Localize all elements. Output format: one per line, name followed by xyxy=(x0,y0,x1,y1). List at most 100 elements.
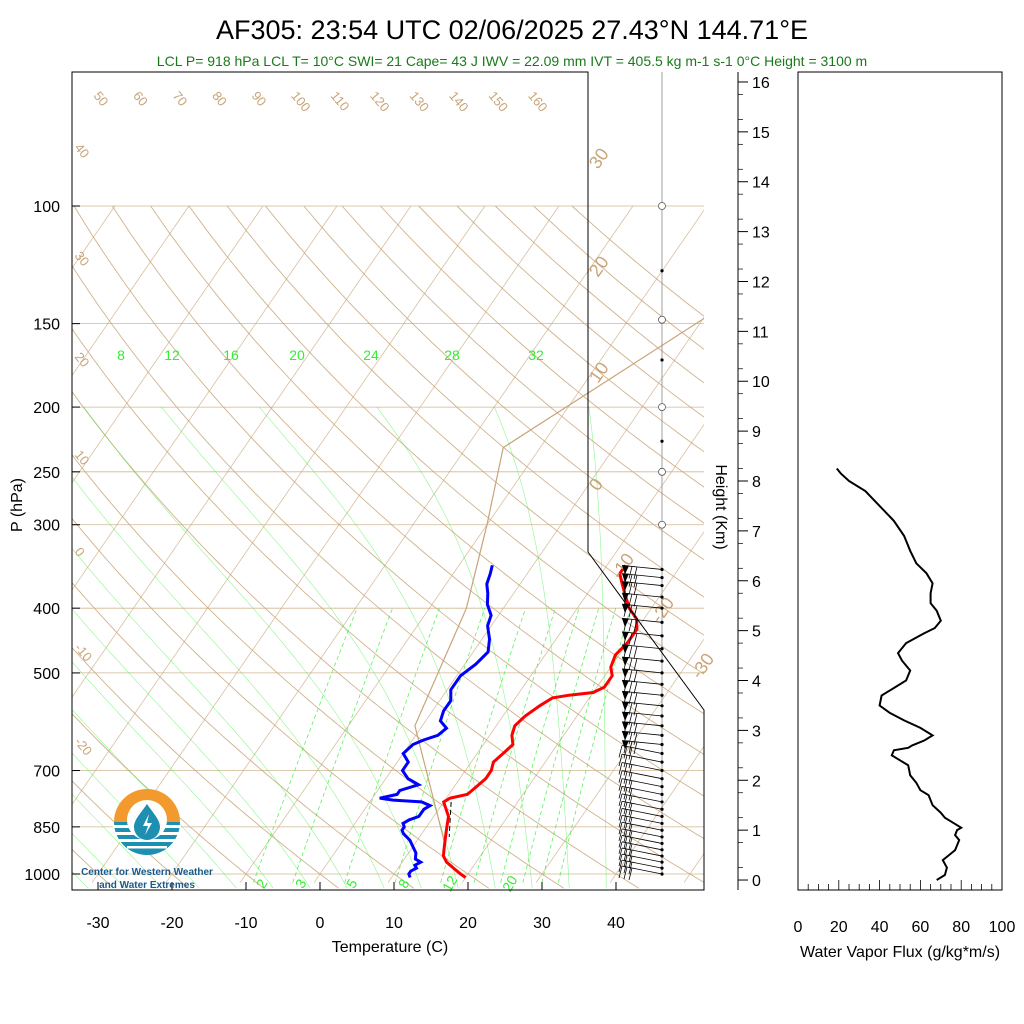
barb-dot xyxy=(660,576,664,580)
temperature-line xyxy=(441,564,639,879)
isotherm xyxy=(535,638,704,883)
barb-staff xyxy=(621,770,663,780)
dry-adiabat xyxy=(72,582,414,889)
barb-feather xyxy=(623,669,628,682)
barb-staff xyxy=(621,753,663,763)
wind-barb xyxy=(618,770,664,785)
dry-adiabat xyxy=(72,328,704,883)
dry-adiabat-label: 30 xyxy=(72,248,93,269)
barb-feather xyxy=(628,605,633,618)
moist-adiabat xyxy=(72,793,163,889)
dry-adiabat xyxy=(72,391,640,889)
barb-dot xyxy=(660,807,664,811)
dry-adiabat xyxy=(72,517,489,889)
barb-feather xyxy=(628,817,633,830)
barb-feather xyxy=(628,856,633,869)
barb-feather xyxy=(628,747,633,760)
barb-feather xyxy=(623,712,628,725)
dewpoint-line xyxy=(379,564,494,879)
barb-feather xyxy=(618,793,623,807)
barb-feather xyxy=(628,593,633,607)
height-tick-label: 3 xyxy=(752,723,761,740)
barb-feather xyxy=(623,731,628,744)
moist-adiabat-label: 30 xyxy=(585,144,613,172)
barb-feather xyxy=(623,836,628,849)
barb-feather xyxy=(628,764,633,777)
barb-feather xyxy=(618,770,623,783)
height-tick-label: 11 xyxy=(752,324,769,341)
barb-feather xyxy=(618,865,623,879)
flux-tick-label: 0 xyxy=(794,919,803,936)
wind-barb xyxy=(618,841,664,856)
barb-feather xyxy=(628,867,633,881)
height-tick-label: 2 xyxy=(752,773,761,790)
mixing-ratio-line xyxy=(541,608,617,883)
barb-feather xyxy=(633,575,638,588)
mixing-ratio-label: 28 xyxy=(444,347,460,363)
wind-barb xyxy=(621,701,664,716)
mixing-ratio-label: 3 xyxy=(292,876,310,891)
barb-feather xyxy=(628,692,633,705)
dry-adiabat xyxy=(150,205,704,715)
moist-adiabat xyxy=(376,406,533,889)
dry-adiabat xyxy=(341,205,704,524)
height-tick-label: 0 xyxy=(752,873,761,890)
barb-feather xyxy=(623,740,628,754)
isotherm xyxy=(683,853,704,883)
dry-adiabat-label: -10 xyxy=(72,640,96,664)
barb-feather xyxy=(633,566,638,580)
height-tick-label: 1 xyxy=(752,823,761,840)
dry-adiabat-label: 60 xyxy=(130,88,151,109)
dry-adiabat xyxy=(533,205,704,350)
barb-feather xyxy=(628,574,633,587)
temperature-tick-label: -30 xyxy=(86,915,109,932)
barb-feather xyxy=(633,723,638,736)
barb-pennant xyxy=(622,604,629,614)
dry-adiabat xyxy=(456,205,704,418)
flux-line xyxy=(836,467,964,881)
barb-feather xyxy=(628,756,633,769)
barb-feather xyxy=(623,763,628,776)
pressure-tick-label: 850 xyxy=(33,820,60,837)
temperature-tick-label: 40 xyxy=(607,915,625,932)
logo-text-line2: and Water Extremes xyxy=(99,880,195,891)
temperature-tick-label: -20 xyxy=(160,915,183,932)
wind-barb xyxy=(621,679,664,694)
height-tick-label: 4 xyxy=(752,674,761,691)
flux-axis-label: Water Vapor Flux (g/kg*m/s) xyxy=(800,944,1000,961)
barb-staff xyxy=(621,793,663,803)
barb-dot xyxy=(660,841,664,846)
barb-feather xyxy=(628,795,633,809)
barb-dot xyxy=(660,821,664,826)
mixing-ratio-label: 12 xyxy=(439,873,461,895)
isotherm xyxy=(72,205,412,698)
barb-feather xyxy=(618,860,623,873)
barb-feather xyxy=(628,849,633,863)
barb-feather xyxy=(628,732,633,745)
barb-staff xyxy=(621,841,663,851)
barb-level-dot xyxy=(660,439,664,443)
dry-adiabat-label: 120 xyxy=(367,88,392,114)
barb-pennant xyxy=(622,618,629,628)
moist-adiabat xyxy=(161,406,459,889)
barb-feather xyxy=(618,808,623,821)
mixing-ratio-label: 8 xyxy=(117,347,125,363)
barb-pennant xyxy=(622,565,629,575)
dry-adiabat-label: 110 xyxy=(328,88,353,114)
dry-adiabat-label: -20 xyxy=(72,734,96,758)
barb-feather xyxy=(623,565,628,579)
barb-feather xyxy=(618,754,623,767)
mixing-ratio-line xyxy=(292,608,393,883)
mixing-ratio-line xyxy=(344,608,440,883)
barb-dot xyxy=(660,800,664,804)
mixing-ratio-label: 12 xyxy=(164,347,180,363)
wind-barb xyxy=(618,859,664,875)
dry-adiabat xyxy=(0,206,39,888)
wind-barb xyxy=(618,808,664,823)
barb-feather xyxy=(623,722,628,735)
barb-dot xyxy=(660,724,664,728)
dry-adiabat xyxy=(111,205,704,756)
mixing-ratio-line xyxy=(253,608,358,883)
flux-tick-label: 80 xyxy=(952,919,970,936)
